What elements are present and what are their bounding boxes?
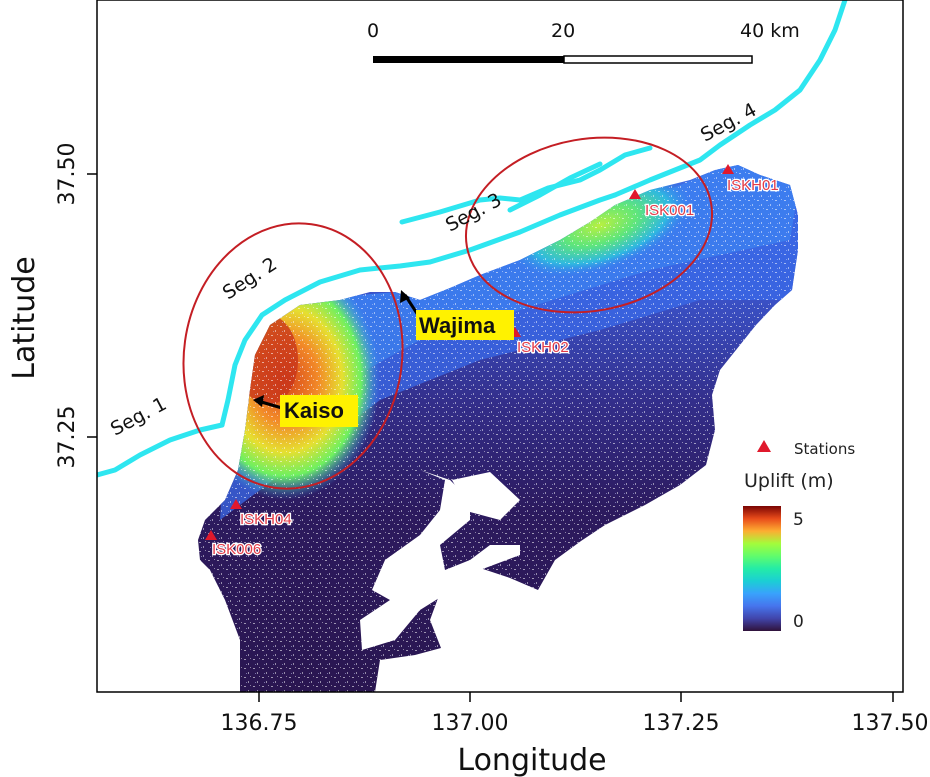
station-isk001[interactable]: ISK001 <box>629 189 695 220</box>
colorbar-max-label: 5 <box>793 510 804 530</box>
station-iskh02[interactable]: ISKH02 <box>509 327 570 357</box>
highlight-ellipses <box>182 136 714 490</box>
scale-label-20: 20 <box>551 20 575 42</box>
nanao-bay <box>360 470 520 650</box>
legend-station-triangle-icon <box>757 440 771 452</box>
place-kaiso[interactable]: Kaiso <box>253 395 358 427</box>
station-iskh04[interactable]: ISKH04 <box>230 499 293 529</box>
fault-seg-3a <box>399 145 653 225</box>
station-label: ISK006 <box>212 541 261 558</box>
station-label: ISKH02 <box>517 339 569 356</box>
x-tick-label: 137.50 <box>852 711 929 736</box>
scale-bar: 0 20 40 km <box>367 20 800 64</box>
ellipse-seg-3 <box>464 136 714 314</box>
place-wajima[interactable]: Wajima <box>400 290 514 340</box>
station-isk006[interactable]: ISK006 <box>205 530 262 559</box>
station-label: ISKH01 <box>727 177 779 194</box>
station-iskh01[interactable]: ISKH01 <box>722 164 780 195</box>
x-axis <box>258 692 894 702</box>
scale-label-0: 0 <box>367 20 379 42</box>
station-triangle-icon <box>629 189 641 199</box>
y-tick-label: 37.25 <box>55 406 80 469</box>
x-tick-label: 137.00 <box>432 711 509 736</box>
colorbar-min-label: 0 <box>793 612 804 632</box>
station-label: ISKH04 <box>240 511 292 528</box>
stations: ISKH01 ISK001 ISKH02 ISKH04 ISK006 <box>205 164 780 559</box>
fault-seg-2 <box>219 192 618 428</box>
kaiso-label-box <box>280 395 358 427</box>
fault-segments <box>97 0 848 478</box>
fault-seg-1 <box>97 422 225 478</box>
kaiso-label: Kaiso <box>284 398 344 423</box>
station-triangle-icon <box>205 530 217 540</box>
x-axis-title: Longitude <box>457 743 606 777</box>
map-plot-area: Seg. 1 Seg. 2 Seg. 3 Seg. 4 0 20 40 km I… <box>97 0 903 692</box>
legend-stations-label: Stations <box>794 440 855 458</box>
station-triangle-icon <box>722 164 734 174</box>
arrowhead-icon <box>400 290 410 303</box>
wajima-label-box <box>416 310 514 340</box>
scale-label-40: 40 km <box>740 20 800 42</box>
y-axis-title: Latitude <box>7 256 42 379</box>
station-label: ISK001 <box>645 202 694 219</box>
colorbar <box>743 506 781 631</box>
x-tick-label: 136.75 <box>221 711 298 736</box>
ellipse-seg-2 <box>182 222 404 490</box>
x-tick-label: 137.25 <box>643 711 720 736</box>
arrowhead-icon <box>253 395 264 407</box>
fault-seg-3b <box>507 161 603 213</box>
fault-seg-4 <box>612 0 848 198</box>
colorbar-title: Uplift (m) <box>744 470 834 492</box>
y-tick-label: 37.50 <box>55 143 80 206</box>
legend: Stations Uplift (m) 5 0 <box>743 440 855 632</box>
plot-frame <box>96 0 904 693</box>
station-triangle-icon <box>230 499 242 509</box>
y-axis <box>87 173 97 438</box>
wajima-label: Wajima <box>419 313 496 338</box>
